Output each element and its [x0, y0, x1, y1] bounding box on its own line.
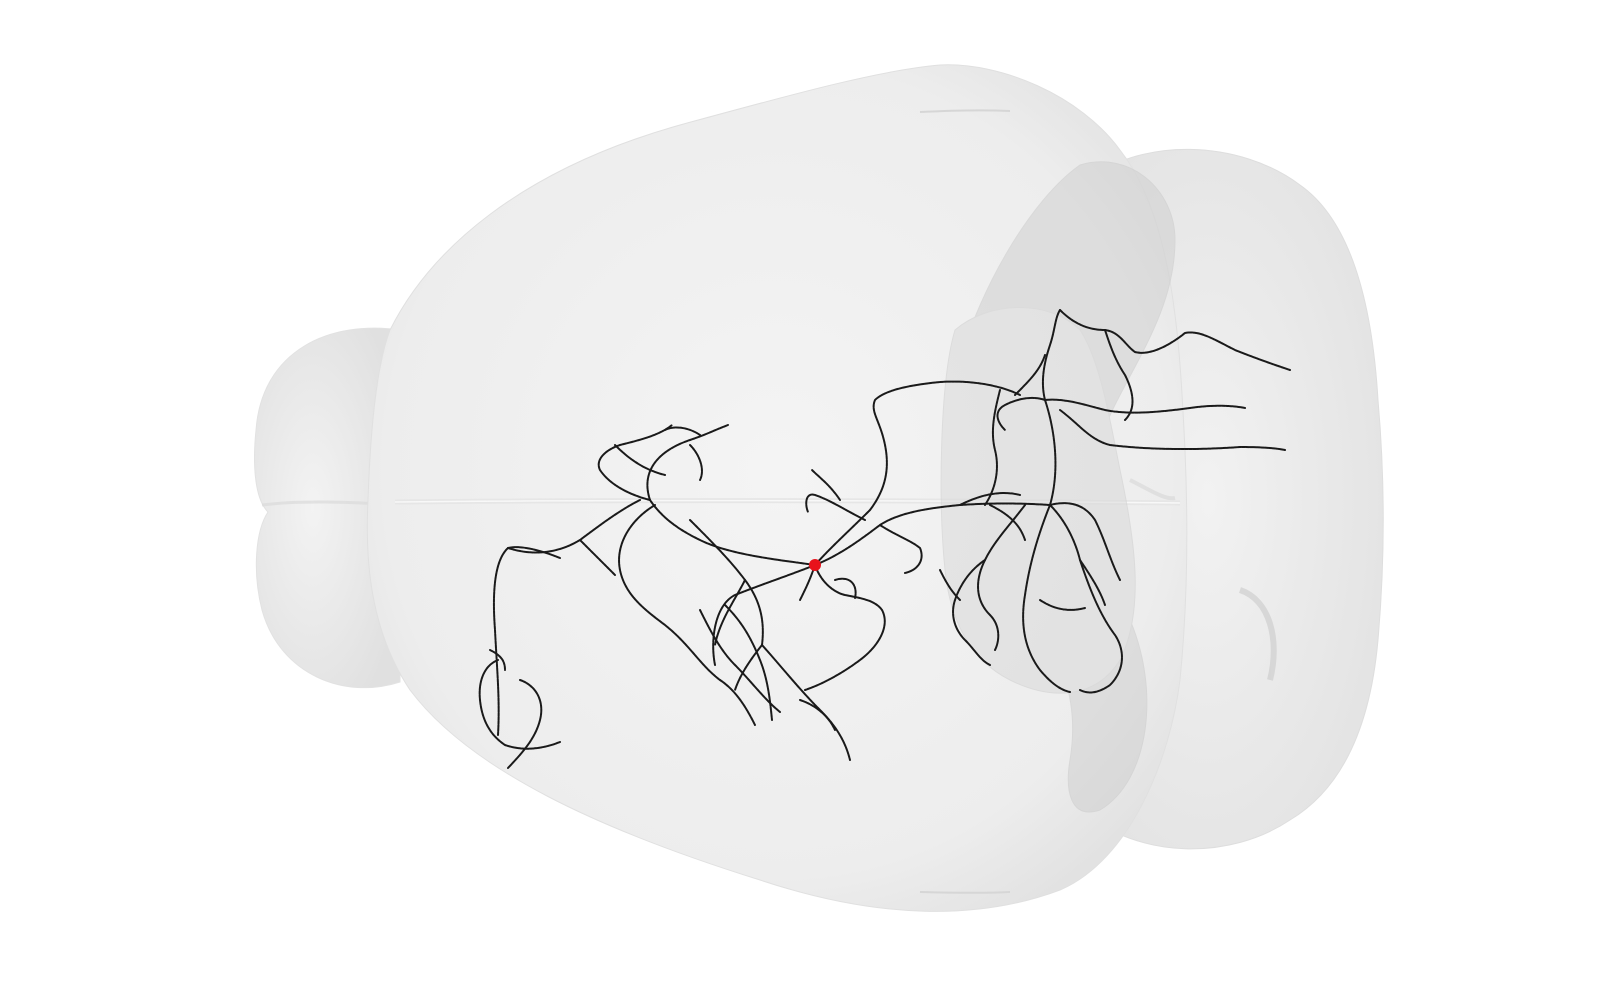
olfactory-bulbs: [254, 327, 401, 689]
overlay-regions: [940, 161, 1277, 813]
soma-marker: [809, 559, 821, 571]
neuron-morphology: [478, 309, 1291, 769]
